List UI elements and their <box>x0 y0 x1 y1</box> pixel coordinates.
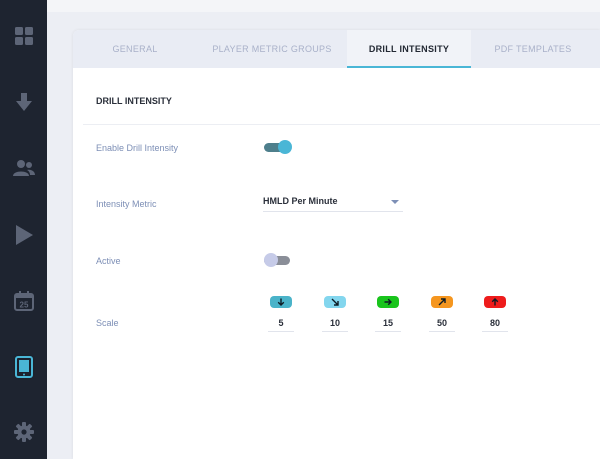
top-bar <box>47 0 600 12</box>
scale-badge <box>431 296 453 308</box>
scale-value-input[interactable]: 15 <box>375 317 401 332</box>
nav-dashboard[interactable] <box>0 18 47 54</box>
scale-value-input[interactable]: 80 <box>482 317 508 332</box>
arrow-up-icon <box>491 298 499 306</box>
tab-pdf-templates[interactable]: PDF TEMPLATES <box>494 44 572 54</box>
intensity-metric-label: Intensity Metric <box>96 199 157 209</box>
toggle-knob <box>278 140 292 154</box>
scale-badge <box>484 296 506 308</box>
gear-icon <box>13 422 34 442</box>
users-icon <box>12 160 35 176</box>
scale-value-input[interactable]: 50 <box>429 317 455 332</box>
toggle-knob <box>264 253 278 267</box>
scale-value-input[interactable]: 10 <box>322 317 348 332</box>
arrow-down-right-icon <box>331 298 339 306</box>
enable-drill-intensity-label: Enable Drill Intensity <box>96 143 179 153</box>
arrow-right-icon <box>384 298 392 306</box>
scale-label: Scale <box>96 318 119 328</box>
calendar-day-text: 25 <box>19 301 28 310</box>
play-icon <box>15 225 33 245</box>
tab-bar: GENERAL PLAYER METRIC GROUPS DRILL INTEN… <box>73 30 600 68</box>
nav-calendar[interactable]: 25 <box>0 283 47 319</box>
tab-player-metric-groups[interactable]: PLAYER METRIC GROUPS <box>212 44 332 54</box>
calendar-icon: 25 <box>13 291 34 311</box>
tab-drill-intensity[interactable]: DRILL INTENSITY <box>347 30 471 68</box>
scale-badge <box>377 296 399 308</box>
enable-drill-intensity-toggle[interactable] <box>264 140 292 154</box>
intensity-metric-value: HMLD Per Minute <box>263 196 338 206</box>
grid-icon <box>14 27 33 45</box>
arrow-down-icon <box>277 298 285 306</box>
toggle-track <box>264 143 290 152</box>
nav-settings[interactable] <box>0 414 47 450</box>
chevron-down-icon <box>391 200 399 204</box>
nav-download[interactable] <box>0 84 47 120</box>
tablet-icon <box>14 356 33 378</box>
tab-general[interactable]: GENERAL <box>112 44 158 54</box>
settings-panel: GENERAL PLAYER METRIC GROUPS DRILL INTEN… <box>73 30 600 459</box>
active-label: Active <box>96 256 121 266</box>
arrow-up-right-icon <box>438 298 446 306</box>
scale-badge <box>324 296 346 308</box>
active-toggle[interactable] <box>264 253 292 267</box>
nav-users[interactable] <box>0 150 47 186</box>
scale-value-input[interactable]: 5 <box>268 317 294 332</box>
section-title: DRILL INTENSITY <box>96 96 172 106</box>
sidebar: 25 <box>0 0 47 459</box>
scale-badge <box>270 296 292 308</box>
intensity-metric-select[interactable]: HMLD Per Minute <box>263 192 403 212</box>
section-divider <box>83 124 600 125</box>
nav-play[interactable] <box>0 217 47 253</box>
nav-tablet[interactable] <box>0 349 47 385</box>
download-arrow-icon <box>15 93 32 111</box>
